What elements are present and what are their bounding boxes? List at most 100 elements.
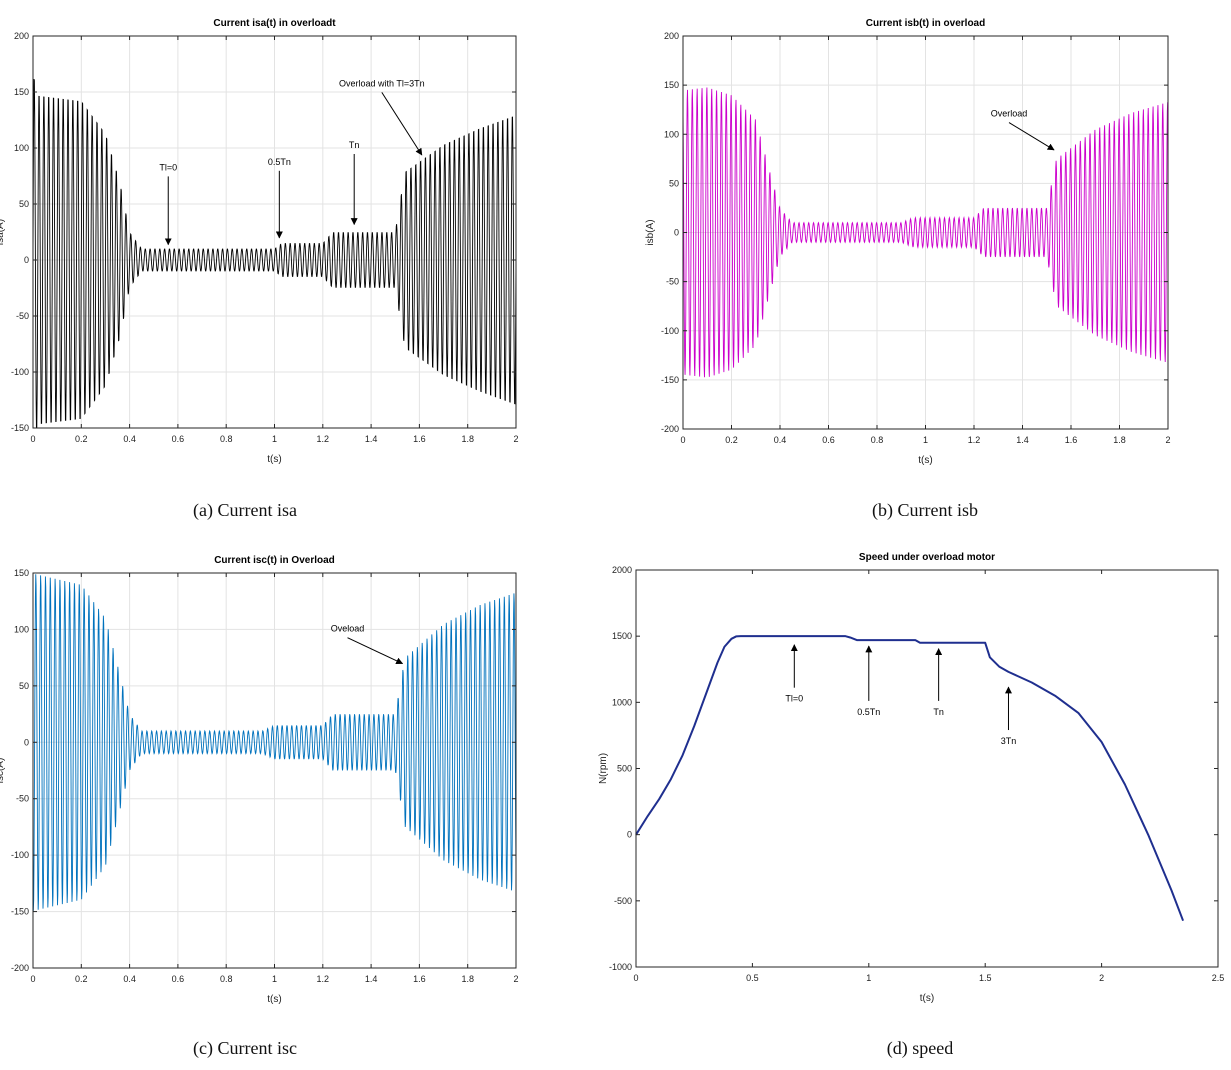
y-axis-label: isa(A)	[0, 219, 6, 245]
x-tick-label: 1	[272, 974, 277, 984]
x-tick-label: 1.4	[365, 434, 378, 444]
chart-speed: Speed under overload motor 0 0.5 1 1.5 2 2.5 -1…	[598, 552, 1225, 1004]
chart-panel-c: Current isc(t) in Overload 0 0.2 0.4 0.6 0.8 1…	[0, 535, 615, 1070]
x-tick-label: 1.6	[413, 434, 426, 444]
y-tick-label: -150	[11, 907, 29, 917]
x-tick-label: 1.5	[979, 973, 992, 983]
y-tick-label: -100	[11, 367, 29, 377]
x-tick-label: 2.5	[1212, 973, 1225, 983]
caption-b: (b) Current isb	[872, 500, 978, 520]
y-tick-label: 200	[14, 31, 29, 41]
x-tick-label: 0.6	[822, 435, 835, 445]
y-tick-label: 500	[617, 764, 632, 774]
chart-panel-b: Current isb(t) in overload 0 0.2 0.4 0.6 0.8 1…	[615, 0, 1231, 530]
caption-d: (d) speed	[886, 1038, 954, 1058]
x-tick-label: 1.6	[1065, 435, 1078, 445]
y-tick-label: -150	[11, 423, 29, 433]
series-line	[635, 635, 1185, 922]
series-line	[33, 574, 516, 911]
x-tick-label: 0.8	[220, 434, 233, 444]
y-tick-label: 0	[674, 228, 679, 238]
x-tick-label: 1.6	[413, 974, 426, 984]
y-tick-label: 150	[14, 568, 29, 578]
y-axis-label: N(rpm)	[598, 753, 609, 784]
x-tick-label: 1.4	[1016, 435, 1029, 445]
x-axis-label: t(s)	[920, 993, 934, 1004]
chart-panel-d: Speed under overload motor 0 0.5 1 1.5 2 2.5 -1…	[598, 535, 1231, 1070]
annotation-label: Overload with Tl=3Tn	[339, 78, 425, 88]
y-axis-label: isb(A)	[645, 219, 656, 245]
annotation-arrow	[347, 637, 404, 665]
y-tick-label: -100	[11, 850, 29, 860]
x-tick-label: 1.8	[1113, 435, 1126, 445]
x-tick-label: 1.2	[317, 434, 330, 444]
y-tick-label: -1000	[609, 962, 632, 972]
series-line	[33, 78, 516, 428]
y-tick-label: 150	[664, 80, 679, 90]
y-tick-label: -50	[16, 311, 29, 321]
x-tick-label: 1	[866, 973, 871, 983]
y-tick-label: 0	[627, 830, 632, 840]
x-tick-label: 1.8	[461, 434, 474, 444]
y-axis-label: isc(A)	[0, 758, 6, 784]
y-tick-label: 50	[19, 681, 29, 691]
annotation-label: 0.5Tn	[268, 157, 291, 167]
x-tick-label: 0.2	[75, 974, 88, 984]
x-tick-label: 2	[1165, 435, 1170, 445]
y-tick-label: 2000	[612, 565, 632, 575]
x-tick-label: 0.6	[172, 434, 185, 444]
x-tick-label: 2	[513, 434, 518, 444]
y-tick-label: -500	[614, 896, 632, 906]
annotation-label: 0.5Tn	[857, 707, 880, 717]
y-tick-label: 50	[19, 199, 29, 209]
annotation-label: Overload	[991, 109, 1028, 119]
y-tick-label: 100	[14, 624, 29, 634]
x-tick-label: 1	[272, 434, 277, 444]
annotation-label: Tn	[933, 707, 944, 717]
x-tick-label: 2	[1099, 973, 1104, 983]
x-tick-label: 0.6	[172, 974, 185, 984]
y-tick-label: 1000	[612, 697, 632, 707]
x-tick-label: 0	[30, 434, 35, 444]
x-axis-label: t(s)	[918, 455, 932, 466]
x-tick-label: 0.4	[123, 974, 136, 984]
y-tick-label: -100	[661, 326, 679, 336]
caption-a: (a) Current isa	[193, 500, 297, 520]
chart-panel-a: Current isa(t) in overloadt 0 0.2 0.4 0.6 0.8…	[0, 0, 615, 530]
x-tick-label: 1.4	[365, 974, 378, 984]
chart-title: Current isc(t) in Overload	[214, 555, 335, 566]
x-tick-label: 0.5	[746, 973, 759, 983]
x-tick-label: 1	[923, 435, 928, 445]
y-tick-label: 0	[24, 255, 29, 265]
annotation-label: Tl=0	[785, 694, 803, 704]
x-tick-label: 0.4	[123, 434, 136, 444]
y-tick-label: 150	[14, 87, 29, 97]
x-tick-label: 0.4	[774, 435, 787, 445]
x-tick-label: 0.8	[220, 974, 233, 984]
chart-isb: Current isb(t) in overload 0 0.2 0.4 0.6 0.8 1…	[645, 18, 1171, 466]
x-tick-label: 0.2	[75, 434, 88, 444]
x-tick-label: 0	[30, 974, 35, 984]
x-tick-label: 2	[513, 974, 518, 984]
y-tick-label: -150	[661, 375, 679, 385]
chart-title: Current isb(t) in overload	[866, 18, 985, 29]
x-tick-label: 0.8	[871, 435, 884, 445]
chart-isa: Current isa(t) in overloadt 0 0.2 0.4 0.6 0.8…	[0, 18, 519, 465]
x-tick-label: 0	[680, 435, 685, 445]
annotation-label: Tn	[349, 140, 360, 150]
x-axis-label: t(s)	[267, 454, 281, 465]
y-tick-label: 100	[664, 129, 679, 139]
y-tick-label: 100	[14, 143, 29, 153]
x-axis-label: t(s)	[267, 994, 281, 1005]
annotation-arrow	[1008, 122, 1055, 151]
annotation-label: 3Tn	[1001, 736, 1017, 746]
y-tick-label: 50	[669, 178, 679, 188]
annotation-label: Tl=0	[159, 162, 177, 172]
annotation-label: Oveload	[331, 624, 365, 634]
y-tick-label: 0	[24, 737, 29, 747]
y-tick-label: -50	[16, 794, 29, 804]
y-tick-label: -200	[11, 963, 29, 973]
y-tick-label: -50	[666, 277, 679, 287]
series-line	[683, 87, 1168, 378]
chart-isc: Current isc(t) in Overload 0 0.2 0.4 0.6 0.8 1…	[0, 555, 519, 1005]
